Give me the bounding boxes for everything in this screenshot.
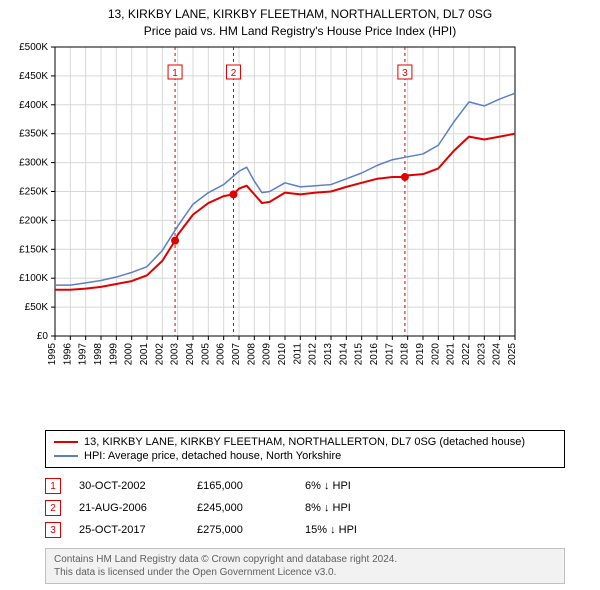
svg-text:2009: 2009 [262,343,273,366]
svg-text:2022: 2022 [461,343,472,366]
chart-title-block: 13, KIRKBY LANE, KIRKBY FLEETHAM, NORTHA… [0,0,600,40]
event-marker-3: 3 [45,522,61,538]
svg-text:2002: 2002 [154,343,165,366]
footer-line-2: This data is licensed under the Open Gov… [54,566,556,579]
svg-text:£450K: £450K [19,71,48,82]
svg-text:£300K: £300K [19,158,48,169]
svg-text:£500K: £500K [19,42,48,53]
svg-text:2015: 2015 [354,343,365,366]
svg-text:1997: 1997 [78,343,89,366]
page-container: 13, KIRKBY LANE, KIRKBY FLEETHAM, NORTHA… [0,0,600,590]
footer-line-1: Contains HM Land Registry data © Crown c… [54,553,556,566]
title-line-2: Price paid vs. HM Land Registry's House … [0,23,600,40]
event-date: 21-AUG-2006 [79,502,179,514]
svg-text:£350K: £350K [19,129,48,140]
svg-text:£0: £0 [37,331,49,342]
legend-row: HPI: Average price, detached house, Nort… [54,449,556,463]
svg-text:2025: 2025 [507,343,518,366]
event-row: 2 21-AUG-2006 £245,000 8% ↓ HPI [45,497,565,519]
svg-text:2012: 2012 [308,343,319,366]
legend-swatch-hpi [54,455,78,457]
svg-text:2017: 2017 [384,343,395,366]
svg-text:1995: 1995 [47,343,58,366]
legend-box: 13, KIRKBY LANE, KIRKBY FLEETHAM, NORTHA… [45,430,565,468]
svg-text:1: 1 [172,68,178,79]
svg-text:2013: 2013 [323,343,334,366]
svg-text:1999: 1999 [108,343,119,366]
svg-text:1996: 1996 [62,343,73,366]
svg-text:3: 3 [402,68,408,79]
legend-label: 13, KIRKBY LANE, KIRKBY FLEETHAM, NORTHA… [84,436,525,448]
svg-text:2007: 2007 [231,343,242,366]
event-marker-2: 2 [45,500,61,516]
svg-text:2: 2 [231,68,237,79]
svg-text:2021: 2021 [446,343,457,366]
svg-text:2004: 2004 [185,343,196,366]
chart-area: £0 £50K £100K £150K £200K £250K £300K £350K £400… [0,42,600,422]
svg-text:2014: 2014 [338,343,349,366]
legend-swatch-property [54,441,78,443]
svg-text:£100K: £100K [19,273,48,284]
event-date: 25-OCT-2017 [79,524,179,536]
line-chart-svg: £0 £50K £100K £150K £200K £250K £300K £350K £400… [0,42,600,422]
svg-text:2016: 2016 [369,343,380,366]
svg-text:£150K: £150K [19,244,48,255]
event-price: £165,000 [197,480,287,492]
events-table: 1 30-OCT-2002 £165,000 6% ↓ HPI 2 21-AUG… [45,475,565,541]
svg-text:2018: 2018 [400,343,411,366]
event-date: 30-OCT-2002 [79,480,179,492]
svg-text:£250K: £250K [19,187,48,198]
svg-text:£400K: £400K [19,100,48,111]
svg-text:1998: 1998 [93,343,104,366]
event-diff: 15% ↓ HPI [305,524,565,536]
svg-text:£200K: £200K [19,215,48,226]
svg-text:2024: 2024 [492,343,503,366]
svg-text:2005: 2005 [200,343,211,366]
event-row: 1 30-OCT-2002 £165,000 6% ↓ HPI [45,475,565,497]
svg-text:2023: 2023 [476,343,487,366]
event-diff: 8% ↓ HPI [305,502,565,514]
svg-text:2010: 2010 [277,343,288,366]
svg-text:2008: 2008 [246,343,257,366]
title-line-1: 13, KIRKBY LANE, KIRKBY FLEETHAM, NORTHA… [0,6,600,23]
svg-text:2020: 2020 [430,343,441,366]
svg-text:2006: 2006 [216,343,227,366]
event-marker-1: 1 [45,478,61,494]
event-diff: 6% ↓ HPI [305,480,565,492]
attribution-footer: Contains HM Land Registry data © Crown c… [45,548,565,584]
legend-label: HPI: Average price, detached house, Nort… [84,450,341,462]
svg-text:2001: 2001 [139,343,150,366]
svg-text:2003: 2003 [170,343,181,366]
event-row: 3 25-OCT-2017 £275,000 15% ↓ HPI [45,519,565,541]
svg-text:2019: 2019 [415,343,426,366]
event-price: £275,000 [197,524,287,536]
legend-row: 13, KIRKBY LANE, KIRKBY FLEETHAM, NORTHA… [54,435,556,449]
svg-text:2000: 2000 [124,343,135,366]
svg-text:£50K: £50K [25,302,49,313]
event-price: £245,000 [197,502,287,514]
svg-text:2011: 2011 [292,343,303,365]
